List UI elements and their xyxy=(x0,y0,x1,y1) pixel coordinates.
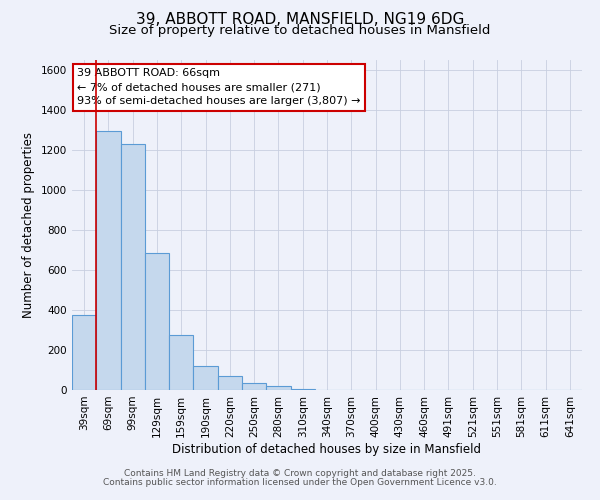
Y-axis label: Number of detached properties: Number of detached properties xyxy=(22,132,35,318)
Bar xyxy=(121,144,145,390)
Bar xyxy=(193,366,218,390)
Bar xyxy=(72,315,96,390)
Bar xyxy=(290,389,315,390)
Text: 39, ABBOTT ROAD, MANSFIELD, NG19 6DG: 39, ABBOTT ROAD, MANSFIELD, NG19 6DG xyxy=(136,12,464,28)
Bar xyxy=(218,376,242,390)
Bar xyxy=(169,335,193,390)
Text: Contains HM Land Registry data © Crown copyright and database right 2025.: Contains HM Land Registry data © Crown c… xyxy=(124,468,476,477)
Bar xyxy=(145,253,169,390)
Text: 39 ABBOTT ROAD: 66sqm
← 7% of detached houses are smaller (271)
93% of semi-deta: 39 ABBOTT ROAD: 66sqm ← 7% of detached h… xyxy=(77,68,361,106)
Text: Contains public sector information licensed under the Open Government Licence v3: Contains public sector information licen… xyxy=(103,478,497,487)
Bar xyxy=(266,386,290,390)
X-axis label: Distribution of detached houses by size in Mansfield: Distribution of detached houses by size … xyxy=(173,442,482,456)
Bar xyxy=(96,131,121,390)
Bar xyxy=(242,383,266,390)
Text: Size of property relative to detached houses in Mansfield: Size of property relative to detached ho… xyxy=(109,24,491,37)
